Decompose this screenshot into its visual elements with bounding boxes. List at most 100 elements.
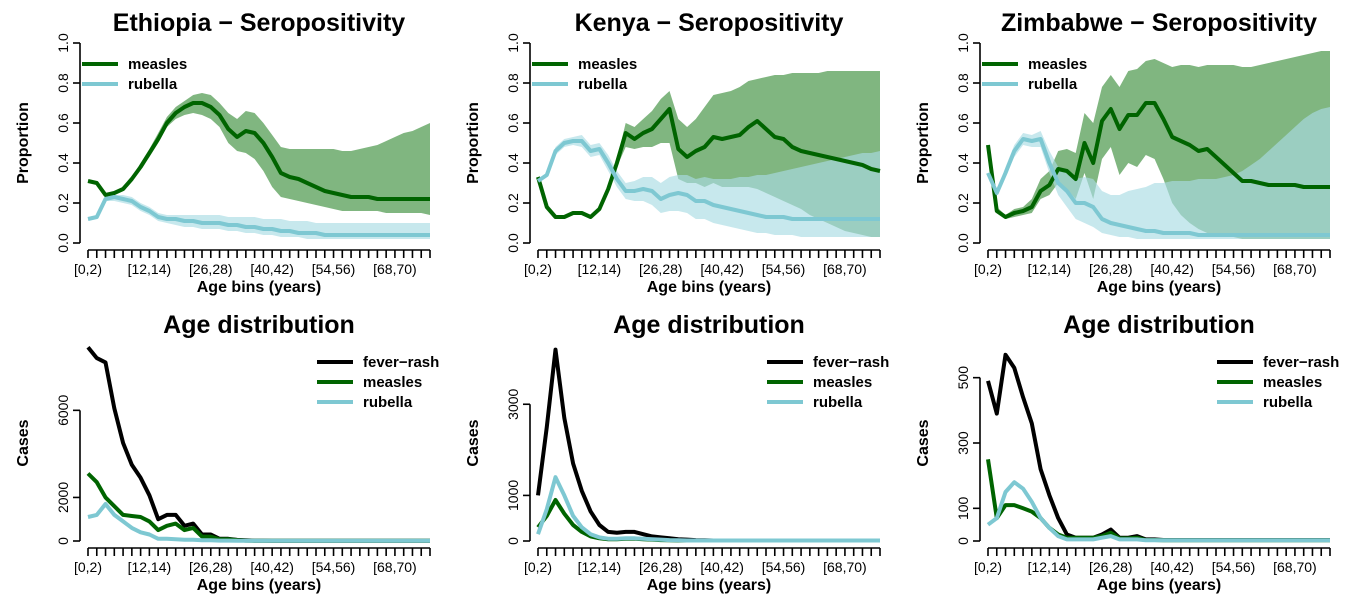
y-tick-label: 0.2 xyxy=(955,193,971,213)
x-tick-label: [12,14) xyxy=(1028,261,1072,277)
legend-label: rubella xyxy=(1028,76,1078,93)
y-tick-label: 0.0 xyxy=(505,233,521,253)
legend-label: fever−rash xyxy=(363,354,439,371)
legend-label: measles xyxy=(813,374,872,391)
legend: fever−rash measles rubella xyxy=(767,354,889,411)
series-line-rubella xyxy=(87,502,430,543)
y-tick-label: 0 xyxy=(55,537,71,545)
y-tick-label: 0.6 xyxy=(505,113,521,133)
panel-3: Zimbabwe − Seropositivity 0.0 0.2 0.4 0.6 0.8… xyxy=(915,9,1331,296)
series-line-rubella xyxy=(986,480,1330,543)
panel-title: Age distribution xyxy=(613,311,805,339)
y-tick-label: 300 xyxy=(955,431,971,455)
x-tick-label: [68,70) xyxy=(1273,261,1317,277)
y-tick-label: 0.8 xyxy=(55,73,71,93)
legend-label: measles xyxy=(128,56,187,73)
band-rubella xyxy=(88,195,430,239)
legend: fever−rash measles rubella xyxy=(317,354,439,411)
panel-title: Age distribution xyxy=(163,311,355,339)
x-tick-label: [54,56) xyxy=(1212,559,1256,575)
x-tick-label: [54,56) xyxy=(312,559,356,575)
series-line-rubella xyxy=(986,137,1330,237)
panel-title: Age distribution xyxy=(1063,311,1255,339)
x-tick-label: [26,28) xyxy=(639,559,683,575)
series-line-rubella xyxy=(87,195,430,237)
band-rubella xyxy=(538,135,880,237)
legend-label: measles xyxy=(363,374,422,391)
x-tick-label: [0,2) xyxy=(974,559,1002,575)
legend-label: measles xyxy=(1263,374,1322,391)
y-tick-label: 0.0 xyxy=(955,233,971,253)
x-tick-label: [12,14) xyxy=(128,261,172,277)
legend: measles rubella xyxy=(532,56,637,93)
y-tick-label: 0 xyxy=(505,537,521,545)
y-axis-label: Proportion xyxy=(465,102,482,184)
legend: measles rubella xyxy=(82,56,187,93)
y-tick-label: 0.8 xyxy=(955,73,971,93)
legend: measles rubella xyxy=(982,56,1087,93)
x-tick-label: [26,28) xyxy=(189,261,233,277)
x-tick-label: [0,2) xyxy=(74,559,102,575)
x-tick-label: [68,70) xyxy=(823,559,867,575)
x-axis-label: Age bins (years) xyxy=(197,279,321,296)
x-tick-label: [0,2) xyxy=(974,261,1002,277)
panel-1: Ethiopia − Seropositivity 0.0 0.2 0.4 0.6 0.8… xyxy=(15,9,431,296)
legend-label: rubella xyxy=(578,76,628,93)
y-tick-label: 0 xyxy=(955,537,971,545)
x-tick-label: [68,70) xyxy=(823,261,867,277)
x-tick-label: [54,56) xyxy=(1212,261,1256,277)
x-tick-label: [12,14) xyxy=(578,559,622,575)
legend-label: rubella xyxy=(363,394,413,411)
x-tick-label: [26,28) xyxy=(189,559,233,575)
panel-5: Age distribution 0 1000 3000 Cases [0,2) [12,1… xyxy=(465,311,889,594)
x-tick-label: [68,70) xyxy=(373,559,417,575)
y-tick-label: 0.2 xyxy=(55,193,71,213)
y-tick-label: 0.8 xyxy=(505,73,521,93)
y-axis-label: Cases xyxy=(465,419,482,466)
x-tick-label: [40,42) xyxy=(1150,261,1194,277)
x-tick-label: [0,2) xyxy=(524,261,552,277)
y-tick-label: 3000 xyxy=(505,388,521,419)
x-tick-label: [12,14) xyxy=(1028,559,1072,575)
y-axis-label: Proportion xyxy=(915,102,932,184)
y-axis-label: Cases xyxy=(15,419,32,466)
legend-label: measles xyxy=(1028,56,1087,73)
y-tick-label: 1.0 xyxy=(955,33,971,53)
y-tick-label: 0.4 xyxy=(955,153,971,173)
y-tick-label: 6000 xyxy=(55,395,71,426)
y-tick-label: 1.0 xyxy=(505,33,521,53)
series-line-measles xyxy=(536,107,881,219)
y-tick-label: 2000 xyxy=(55,482,71,513)
x-axis-label: Age bins (years) xyxy=(647,577,771,594)
series-line-measles xyxy=(87,101,430,201)
legend-label: rubella xyxy=(813,394,863,411)
panel-title: Kenya − Seropositivity xyxy=(575,9,844,37)
y-tick-label: 0.4 xyxy=(55,153,71,173)
y-tick-label: 0.4 xyxy=(505,153,521,173)
legend-label: rubella xyxy=(128,76,178,93)
series-line-rubella xyxy=(536,475,880,543)
x-tick-label: [40,42) xyxy=(700,261,744,277)
legend-label: fever−rash xyxy=(1263,354,1339,371)
x-tick-label: [68,70) xyxy=(1273,559,1317,575)
panel-title: Zimbabwe − Seropositivity xyxy=(1001,9,1317,37)
y-tick-label: 0.6 xyxy=(55,113,71,133)
y-tick-label: 1000 xyxy=(505,480,521,511)
panel-6: Age distribution 0 100 300 500 Cases [0,2) [12,… xyxy=(915,311,1339,594)
x-axis-label: Age bins (years) xyxy=(1097,279,1221,296)
x-tick-label: [26,28) xyxy=(639,261,683,277)
x-tick-label: [0,2) xyxy=(524,559,552,575)
y-tick-label: 0.0 xyxy=(55,233,71,253)
x-tick-label: [68,70) xyxy=(373,261,417,277)
panel-4: Age distribution 0 2000 6000 Cases [0,2) [12,1… xyxy=(15,311,439,594)
x-axis-label: Age bins (years) xyxy=(647,279,771,296)
band-rubella xyxy=(988,107,1330,239)
x-tick-label: [12,14) xyxy=(578,261,622,277)
x-tick-label: [0,2) xyxy=(74,261,102,277)
panel-2: Kenya − Seropositivity 0.0 0.2 0.4 0.6 0.8 1.0… xyxy=(465,9,881,296)
series-line-rubella xyxy=(536,139,880,221)
y-tick-label: 1.0 xyxy=(55,33,71,53)
x-tick-label: [26,28) xyxy=(1089,559,1133,575)
legend: fever−rash measles rubella xyxy=(1217,354,1339,411)
